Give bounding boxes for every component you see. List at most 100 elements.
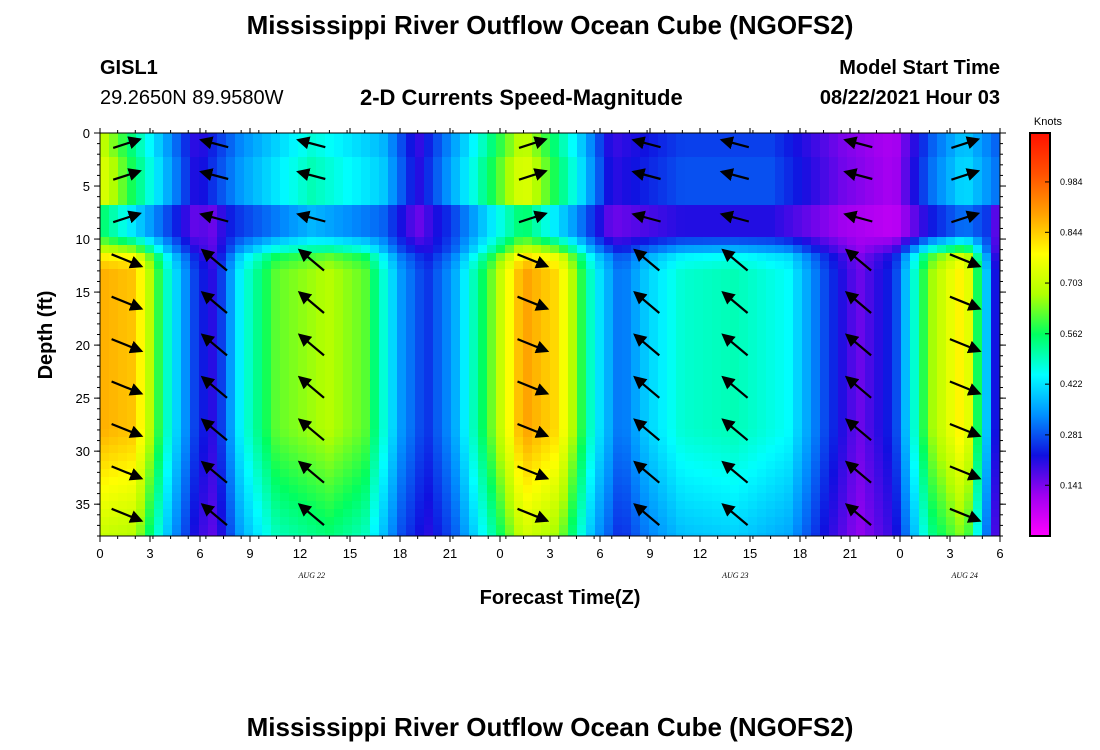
heatmap-cell xyxy=(478,501,488,510)
heatmap-cell xyxy=(388,349,398,358)
heatmap-cell xyxy=(604,397,614,406)
heatmap-cell xyxy=(550,181,560,190)
heatmap-cell xyxy=(217,525,227,534)
heatmap-cell xyxy=(217,269,227,278)
heatmap-cell xyxy=(775,445,785,454)
heatmap-cell xyxy=(667,261,677,270)
heatmap-cell xyxy=(343,373,353,382)
heatmap-cell xyxy=(496,301,506,310)
heatmap-cell xyxy=(586,301,596,310)
heatmap-cell xyxy=(478,221,488,230)
heatmap-cell xyxy=(577,421,587,430)
heatmap-cell xyxy=(496,453,506,462)
heatmap-cell xyxy=(775,381,785,390)
heatmap-cell xyxy=(415,501,425,510)
heatmap-cell xyxy=(829,317,839,326)
heatmap-cell xyxy=(892,269,902,278)
heatmap-cell xyxy=(685,429,695,438)
heatmap-cell xyxy=(379,389,389,398)
heatmap-cell xyxy=(865,501,875,510)
heatmap-cell xyxy=(379,261,389,270)
heatmap-cell xyxy=(919,437,929,446)
heatmap-cell xyxy=(595,349,605,358)
heatmap-cell xyxy=(757,365,767,374)
heatmap-cell xyxy=(793,437,803,446)
heatmap-cell xyxy=(964,397,974,406)
heatmap-cell xyxy=(703,365,713,374)
heatmap-cell xyxy=(478,253,488,262)
heatmap-cell xyxy=(523,445,533,454)
heatmap-cell xyxy=(262,445,272,454)
heatmap-cell xyxy=(271,285,281,294)
heatmap-cell xyxy=(487,197,497,206)
heatmap-cell xyxy=(901,429,911,438)
heatmap-cell xyxy=(676,141,686,150)
heatmap-cell xyxy=(136,525,146,534)
heatmap-cell xyxy=(307,437,317,446)
heatmap-cell xyxy=(478,373,488,382)
heatmap-cell xyxy=(262,413,272,422)
heatmap-cell xyxy=(136,237,146,246)
heatmap-cell xyxy=(280,173,290,182)
heatmap-cell xyxy=(631,285,641,294)
heatmap-cell xyxy=(937,165,947,174)
heatmap-cell xyxy=(631,157,641,166)
heatmap-cell xyxy=(892,141,902,150)
heatmap-cell xyxy=(640,493,650,502)
heatmap-cell xyxy=(622,365,632,374)
heatmap-cell xyxy=(793,445,803,454)
heatmap-cell xyxy=(694,285,704,294)
heatmap-cell xyxy=(838,349,848,358)
heatmap-cell xyxy=(388,485,398,494)
heatmap-cell xyxy=(190,485,200,494)
heatmap-cell xyxy=(856,221,866,230)
heatmap-cell xyxy=(658,397,668,406)
heatmap-cell xyxy=(712,181,722,190)
heatmap-cell xyxy=(307,205,317,214)
heatmap-cell xyxy=(433,165,443,174)
heatmap-cell xyxy=(712,517,722,526)
heatmap-cell xyxy=(208,349,218,358)
heatmap-cell xyxy=(730,437,740,446)
heatmap-cell xyxy=(955,213,965,222)
heatmap-cell xyxy=(964,317,974,326)
heatmap-cell xyxy=(361,341,371,350)
heatmap-cell xyxy=(748,261,758,270)
heatmap-cell xyxy=(802,397,812,406)
heatmap-cell xyxy=(748,437,758,446)
heatmap-cell xyxy=(568,181,578,190)
heatmap-cell xyxy=(928,237,938,246)
heatmap-cell xyxy=(631,453,641,462)
heatmap-cell xyxy=(163,205,173,214)
heatmap-cell xyxy=(613,341,623,350)
heatmap-cell xyxy=(667,213,677,222)
heatmap-cell xyxy=(901,437,911,446)
heatmap-cell xyxy=(388,197,398,206)
heatmap-cell xyxy=(892,517,902,526)
heatmap-cell xyxy=(874,237,884,246)
heatmap-cell xyxy=(307,165,317,174)
heatmap-cell xyxy=(334,461,344,470)
heatmap-cell xyxy=(820,221,830,230)
heatmap-cell xyxy=(757,165,767,174)
heatmap-cell xyxy=(127,453,137,462)
heatmap-cell xyxy=(388,269,398,278)
heatmap-cell xyxy=(883,253,893,262)
heatmap-cell xyxy=(334,357,344,366)
heatmap-cell xyxy=(397,317,407,326)
heatmap-cell xyxy=(235,357,245,366)
heatmap-cell xyxy=(145,173,155,182)
heatmap-cell xyxy=(604,189,614,198)
heatmap-cell xyxy=(397,229,407,238)
heatmap-cell xyxy=(271,373,281,382)
heatmap-cell xyxy=(685,325,695,334)
heatmap-cell xyxy=(550,301,560,310)
heatmap-cell xyxy=(919,301,929,310)
heatmap-cell xyxy=(577,341,587,350)
heatmap-cell xyxy=(919,397,929,406)
heatmap-cell xyxy=(442,317,452,326)
heatmap-cell xyxy=(442,349,452,358)
heatmap-cell xyxy=(577,349,587,358)
heatmap-cell xyxy=(631,229,641,238)
heatmap-cell xyxy=(307,413,317,422)
